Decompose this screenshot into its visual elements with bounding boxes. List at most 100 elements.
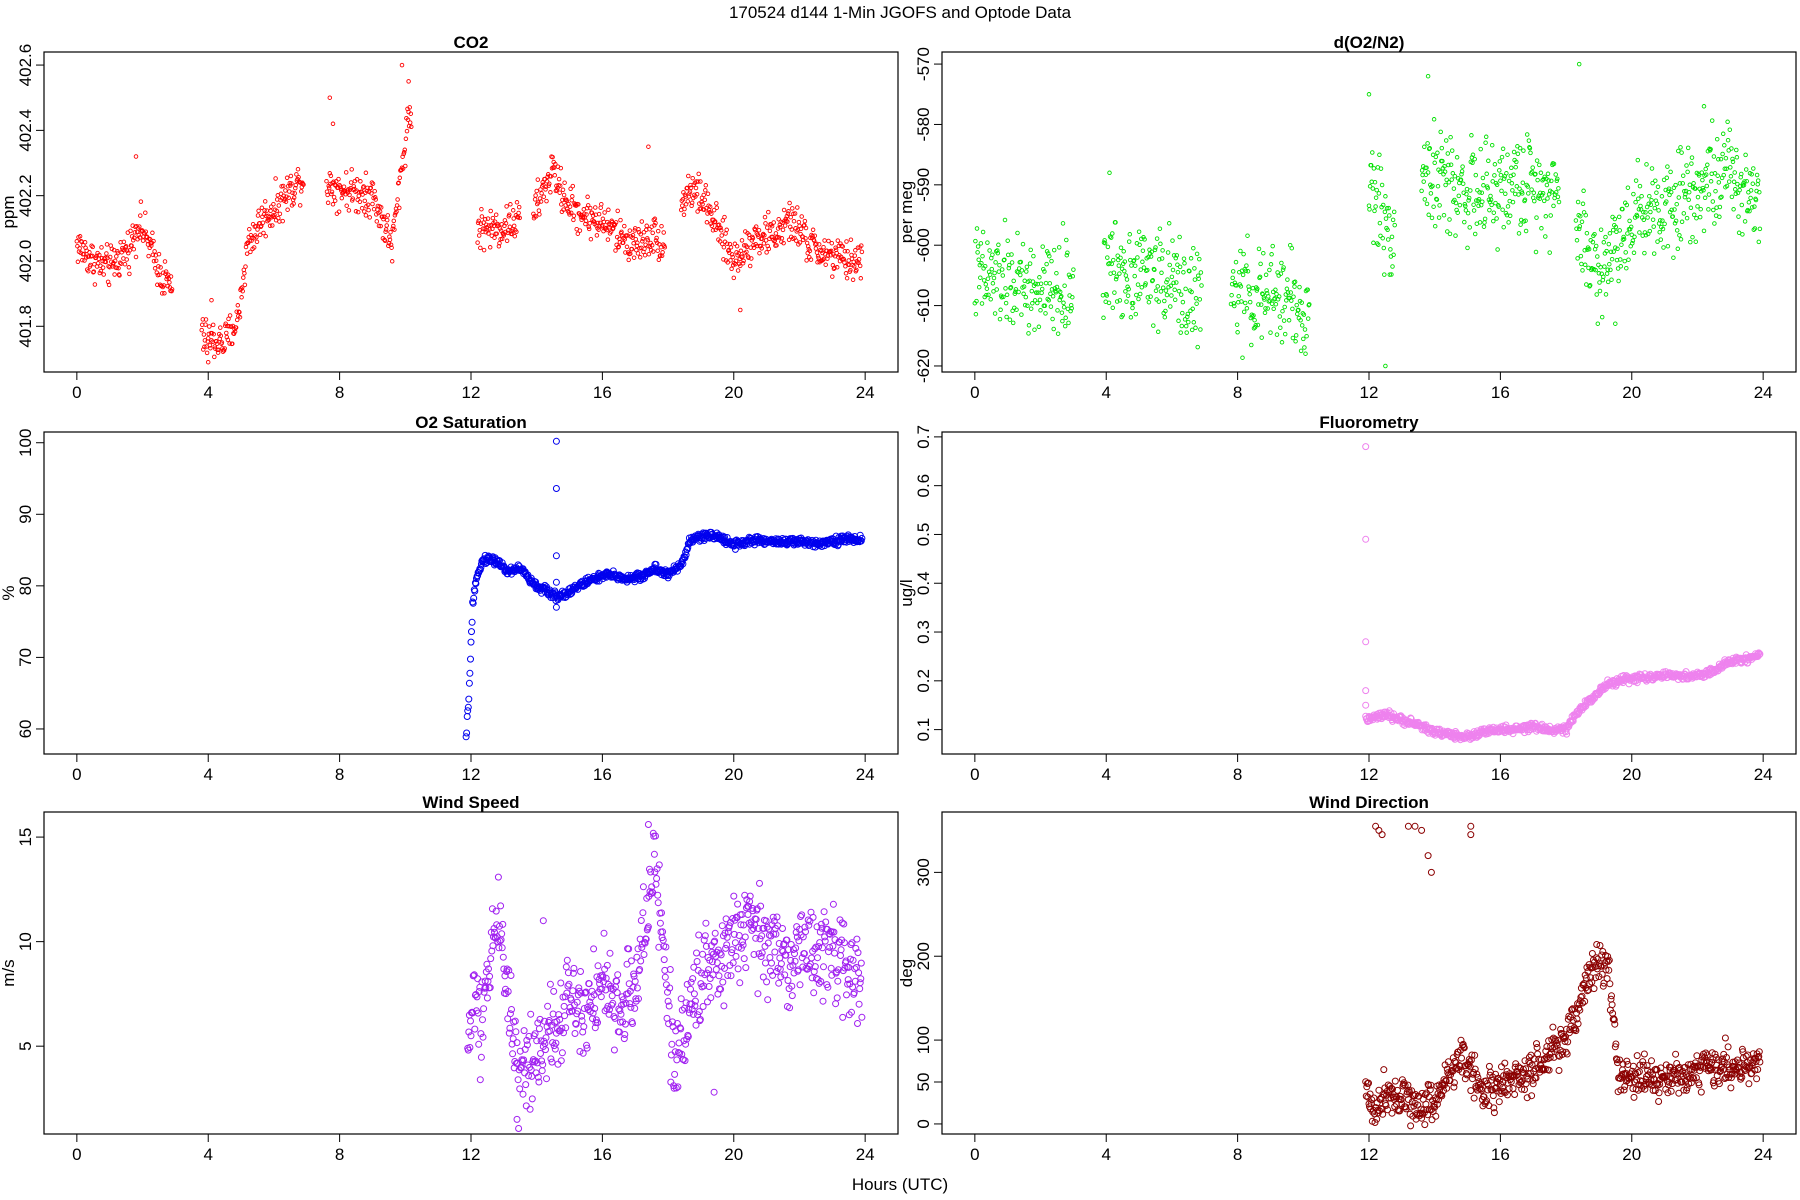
data-point [1523,228,1529,234]
data-point [1156,299,1162,304]
data-point [1501,1059,1509,1067]
data-point [1684,215,1690,221]
data-point [1122,259,1128,264]
data-point [1056,245,1062,250]
data-point [1700,177,1705,183]
data-point [1006,265,1012,271]
data-point [753,224,759,229]
data-point [1048,304,1054,309]
data-point [1491,218,1496,224]
data-point [1126,286,1131,292]
data-point [136,232,141,238]
data-point [341,184,347,189]
data-point [1116,263,1122,268]
data-point [829,240,835,246]
data-point [832,1000,840,1008]
data-point [1182,261,1187,266]
data-point [1371,166,1377,171]
data-point [1499,154,1505,160]
data-point [1631,250,1637,256]
data-point [570,183,576,189]
data-point [234,309,239,314]
data-point [1720,151,1725,157]
data-point [1277,314,1283,319]
data-point [1501,224,1506,230]
data-point [381,214,387,220]
data-point [1383,194,1388,199]
data-point [1387,213,1392,218]
data-point [1676,195,1682,200]
data-point [78,239,84,244]
data-point [516,210,521,216]
y-tick-label: 100 [16,429,35,457]
data-point [522,1081,530,1089]
data-point [1148,294,1153,299]
data-point [1679,150,1684,155]
x-tick-label: 24 [1754,1145,1773,1164]
data-point [104,251,109,256]
data-point [384,217,390,223]
data-point [1127,232,1133,237]
data-point [1431,117,1437,122]
data-point [1003,286,1008,291]
data-point [803,225,809,231]
data-point [476,1076,484,1084]
data-point [1267,267,1272,273]
data-point [661,966,669,974]
data-point [766,246,772,252]
data-point [605,237,611,242]
data-point [1422,144,1427,150]
data-point [579,212,585,218]
data-point [741,933,749,941]
data-point [560,187,566,193]
data-point [1160,285,1166,290]
data-point [1460,164,1465,169]
data-point [1388,1109,1396,1117]
data-point [471,1025,479,1033]
data-point [477,1053,485,1061]
data-point [1379,182,1385,188]
data-point [1470,1094,1478,1102]
data-point [1362,535,1370,543]
data-point [1004,314,1009,320]
data-point [690,990,698,998]
data-point [1246,287,1252,292]
data-point [293,185,298,191]
data-point [1472,231,1478,237]
data-point [736,979,744,987]
data-point [119,250,124,255]
data-point [157,272,162,278]
panel-title: Fluorometry [1319,413,1419,432]
data-point [1061,304,1067,310]
data-point [107,264,112,270]
data-point [1481,183,1486,188]
data-point [114,265,120,271]
data-point [834,250,839,256]
data-point [1574,238,1580,243]
data-point [782,223,788,228]
data-point [680,203,685,208]
data-point [370,181,376,186]
data-point [689,200,695,206]
data-point [242,271,247,276]
data-point [511,223,517,229]
data-point [74,239,80,244]
data-point [830,274,835,279]
data-point [1195,344,1200,350]
data-point [122,261,128,267]
data-point [1421,1121,1429,1129]
data-point [1046,298,1052,303]
data-point [1710,199,1716,204]
data-point [1510,188,1515,193]
data-point [808,954,815,962]
data-point [1281,318,1287,323]
data-point [996,242,1001,248]
data-point [733,258,739,264]
data-point [221,348,227,353]
data-point [1271,306,1276,312]
data-point [146,253,151,259]
data-point [86,268,91,274]
data-point [1708,179,1714,184]
data-point [329,191,334,197]
data-point [1266,294,1271,299]
